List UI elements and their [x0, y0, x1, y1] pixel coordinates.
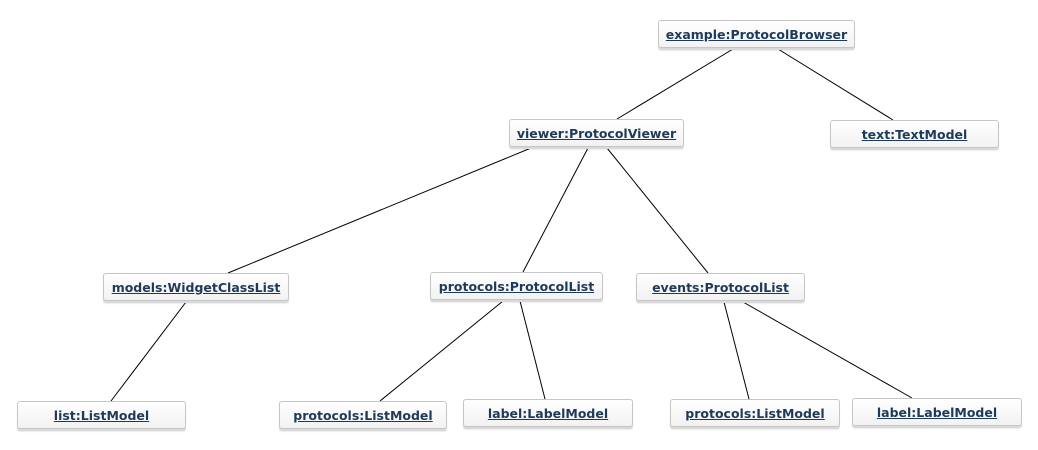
link-viewer_protocol_viewer-models_widget_class_list	[227, 147, 532, 274]
object-viewer-protocol-viewer[interactable]: viewer:ProtocolViewer	[509, 119, 684, 147]
object-label-label-model-2[interactable]: label:LabelModel	[852, 398, 1022, 426]
link-example_protocol_browser-viewer_protocol_viewer	[616, 48, 734, 120]
link-events_protocol_list-protocols_list_model_2	[723, 301, 750, 400]
link-viewer_protocol_viewer-protocols_protocol_list	[522, 147, 589, 273]
object-protocols-protocol-list[interactable]: protocols:ProtocolList	[430, 272, 603, 300]
link-events_protocol_list-label_label_model_2	[742, 301, 913, 399]
object-models-widget-class-list[interactable]: models:WidgetClassList	[103, 273, 289, 301]
object-label: label:LabelModel	[876, 404, 998, 420]
object-events-protocol-list[interactable]: events:ProtocolList	[636, 273, 805, 301]
object-example-protocol-browser[interactable]: example:ProtocolBrowser	[658, 20, 855, 48]
link-example_protocol_browser-text_text_model	[777, 48, 894, 121]
object-label: protocols:ListModel	[685, 405, 825, 421]
object-protocols-list-model-2[interactable]: protocols:ListModel	[670, 399, 840, 427]
object-label: label:LabelModel	[487, 405, 609, 421]
object-list-list-model[interactable]: list:ListModel	[17, 401, 186, 429]
object-label: protocols:ProtocolList	[438, 278, 595, 294]
object-label: list:ListModel	[53, 407, 150, 423]
object-label: viewer:ProtocolViewer	[516, 125, 677, 141]
object-protocols-list-model-1[interactable]: protocols:ListModel	[279, 401, 447, 429]
object-label: text:TextModel	[861, 126, 968, 142]
link-protocols_protocol_list-protocols_list_model_1	[379, 300, 504, 402]
link-models_widget_class_list-list_list_model	[110, 301, 187, 402]
object-label: models:WidgetClassList	[111, 279, 281, 295]
object-label: events:ProtocolList	[652, 279, 789, 295]
object-label-label-model-1[interactable]: label:LabelModel	[463, 399, 633, 427]
link-protocols_protocol_list-label_label_model_1	[519, 300, 546, 400]
object-label: example:ProtocolBrowser	[665, 26, 848, 42]
link-viewer_protocol_viewer-events_protocol_list	[606, 147, 709, 274]
object-text-text-model[interactable]: text:TextModel	[830, 120, 999, 148]
object-label: protocols:ListModel	[293, 407, 433, 423]
